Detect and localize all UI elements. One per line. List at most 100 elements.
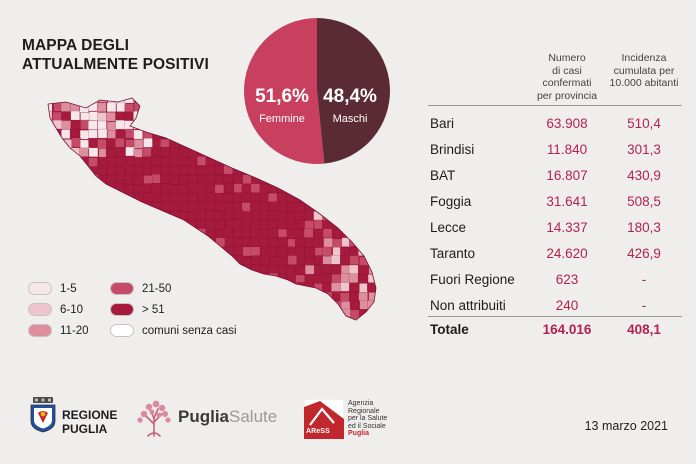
- municipality-cell: [88, 101, 98, 112]
- table-row: Non attribuiti 240 -: [428, 292, 682, 318]
- municipality-cell: [339, 175, 350, 185]
- pie-female-label: Femmine: [259, 113, 305, 125]
- total-name: Totale: [430, 321, 469, 337]
- municipality-cell: [304, 247, 314, 258]
- municipality-cell: [250, 211, 261, 221]
- municipality-cell: [116, 102, 126, 113]
- municipality-cell: [143, 219, 153, 229]
- municipality-cell: [79, 147, 89, 158]
- municipality-cell: [188, 103, 198, 113]
- municipality-cell: [341, 165, 351, 175]
- province-incidence: 430,9: [627, 167, 661, 183]
- municipality-cell: [278, 229, 288, 239]
- municipality-cell: [259, 236, 269, 247]
- municipality-cell: [215, 175, 225, 185]
- municipality-cell: [304, 220, 314, 230]
- province-name: Brindisi: [430, 141, 475, 157]
- municipality-cell: [142, 246, 153, 256]
- municipality-cell: [187, 193, 198, 204]
- municipality-cell: [267, 219, 278, 229]
- municipality-cell: [152, 246, 162, 256]
- municipality-cell: [322, 283, 332, 293]
- municipality-cell: [107, 98, 118, 105]
- municipality-cell: [377, 165, 386, 174]
- municipality-cell: [304, 174, 314, 184]
- municipality-cell: [53, 147, 63, 158]
- legend-swatch: [28, 303, 52, 316]
- municipality-cell: [378, 255, 387, 264]
- province-name: Fuori Regione: [430, 271, 515, 287]
- municipality-cell: [115, 202, 126, 213]
- municipality-cell: [375, 264, 376, 275]
- municipality-cell: [97, 112, 107, 122]
- municipality-cell: [48, 192, 54, 202]
- municipality-cell: [277, 183, 288, 193]
- col-header-incidence-line: Incidenza: [621, 52, 667, 64]
- regione-puglia-logo: REGIONE PUGLIA: [62, 408, 117, 436]
- municipality-cell: [160, 228, 171, 239]
- municipality-cell: [277, 255, 287, 266]
- municipality-cell: [178, 247, 188, 257]
- municipality-cell: [377, 274, 386, 283]
- municipality-cell: [350, 220, 360, 230]
- pie-male-label: Maschi: [333, 113, 368, 125]
- municipality-cell: [214, 211, 224, 221]
- municipality-cell: [98, 246, 108, 257]
- municipality-cell: [367, 309, 376, 319]
- municipality-cell: [187, 246, 198, 256]
- municipality-cell: [313, 219, 324, 230]
- municipality-cell: [250, 246, 261, 256]
- province-name: Lecce: [430, 219, 467, 235]
- municipality-cell: [116, 265, 126, 275]
- municipality-cell: [52, 193, 63, 203]
- municipality-cell: [142, 255, 152, 266]
- municipality-cell: [341, 308, 352, 319]
- municipality-cell: [277, 301, 287, 312]
- municipality-cell: [197, 192, 208, 202]
- municipality-cell: [215, 264, 225, 274]
- municipality-cell: [161, 264, 171, 275]
- municipality-cell: [367, 282, 376, 292]
- municipality-cell: [294, 229, 305, 239]
- municipality-cell: [133, 139, 144, 149]
- legend-item-no-cases: comuni senza casi: [110, 324, 237, 337]
- municipality-cell: [349, 166, 359, 176]
- municipality-cell: [178, 201, 189, 212]
- municipality-cell: [52, 228, 63, 239]
- municipality-cell: [97, 165, 107, 176]
- municipality-cell: [80, 175, 90, 185]
- municipality-cell: [188, 229, 198, 239]
- municipality-cell: [106, 192, 117, 202]
- municipality-cell: [340, 191, 350, 202]
- municipality-cell: [107, 130, 117, 140]
- municipality-cell: [48, 264, 54, 275]
- table-row: Foggia 31.641 508,5: [428, 188, 682, 214]
- municipality-cell: [61, 256, 72, 266]
- municipality-cell: [358, 228, 369, 238]
- municipality-cell: [188, 120, 198, 130]
- municipality-cell: [242, 211, 252, 221]
- province-name: Non attribuiti: [430, 297, 506, 313]
- municipality-cell: [97, 229, 108, 240]
- municipality-cell: [52, 98, 63, 104]
- municipality-cell: [169, 129, 179, 139]
- puglia-outline: [47, 97, 377, 321]
- municipality-cell: [331, 319, 341, 320]
- municipality-cell: [177, 156, 188, 166]
- municipality-cell: [143, 237, 153, 248]
- municipality-cell: [323, 237, 333, 248]
- municipality-cell: [48, 174, 53, 185]
- municipality-cell: [48, 255, 54, 265]
- municipality-cell: [377, 301, 386, 310]
- municipality-cell: [196, 111, 207, 122]
- municipality-cell: [152, 129, 162, 139]
- municipality-cell: [259, 264, 270, 275]
- municipality-cell: [53, 210, 63, 220]
- municipality-cell: [106, 121, 117, 132]
- municipality-cell: [304, 301, 314, 311]
- municipality-cell: [322, 228, 333, 238]
- municipality-cell: [196, 219, 206, 230]
- municipality-cell: [142, 183, 152, 193]
- province-name: Taranto: [430, 245, 476, 261]
- municipality-cell: [367, 228, 376, 239]
